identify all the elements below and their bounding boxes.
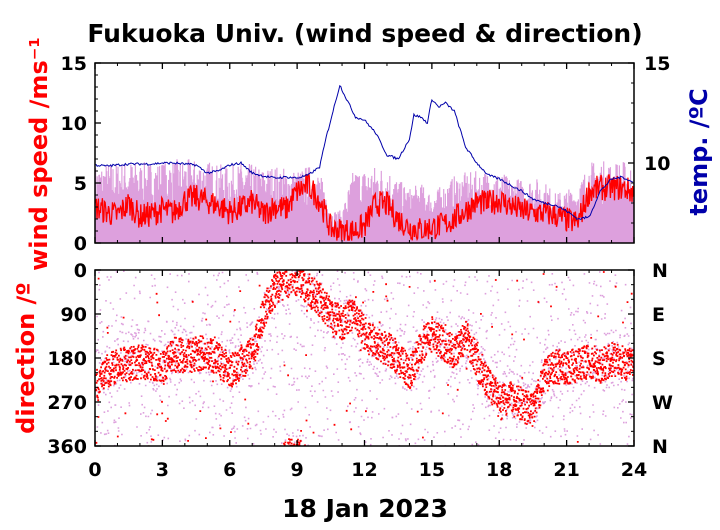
- x-tick-label: 24: [621, 459, 647, 481]
- temp-y-tick-label: 15: [644, 53, 670, 75]
- wind-y-tick-label: 5: [74, 173, 87, 195]
- wind-mean-series: [95, 173, 634, 241]
- x-tick-label: 6: [223, 459, 236, 481]
- wind-y-tick-label: 0: [74, 233, 87, 255]
- direction-y-tick-label: 90: [61, 304, 87, 326]
- compass-tick-label: S: [652, 348, 666, 370]
- wind-y-tick-label: 15: [61, 53, 87, 75]
- x-tick-label: 3: [156, 459, 169, 481]
- direction-y-tick-label: 360: [47, 436, 87, 458]
- x-tick-label: 21: [553, 459, 579, 481]
- bottom-plot-area: [95, 270, 634, 446]
- x-tick-label: 0: [88, 459, 101, 481]
- direction-axis-label: direction /º: [12, 282, 40, 434]
- temperature-series: [95, 84, 634, 221]
- direction-y-tick-label: 270: [47, 392, 87, 414]
- x-tick-label: 18: [486, 459, 512, 481]
- direction-y-tick-label: 0: [74, 260, 87, 282]
- wind-y-tick-label: 10: [61, 113, 87, 135]
- x-tick-label: 9: [291, 459, 304, 481]
- mean-direction-series: [95, 270, 634, 446]
- chart-title: Fukuoka Univ. (wind speed & direction): [87, 19, 642, 48]
- temperature-axis-label: temp. /ºC: [685, 88, 713, 215]
- direction-y-tick-label: 180: [47, 348, 87, 370]
- temp-y-tick-label: 10: [644, 153, 670, 175]
- x-tick-label: 15: [419, 459, 445, 481]
- top-plot-area: [95, 84, 634, 243]
- date-axis-label: 18 Jan 2023: [282, 494, 448, 523]
- compass-tick-label: W: [652, 392, 673, 414]
- wind-speed-axis-label: wind speed /ms⁻¹: [25, 37, 53, 271]
- compass-tick-label: E: [652, 304, 665, 326]
- compass-tick-label: N: [652, 260, 668, 282]
- compass-tick-label: N: [652, 436, 668, 458]
- x-tick-label: 12: [351, 459, 377, 481]
- instant-direction-series: [95, 270, 634, 446]
